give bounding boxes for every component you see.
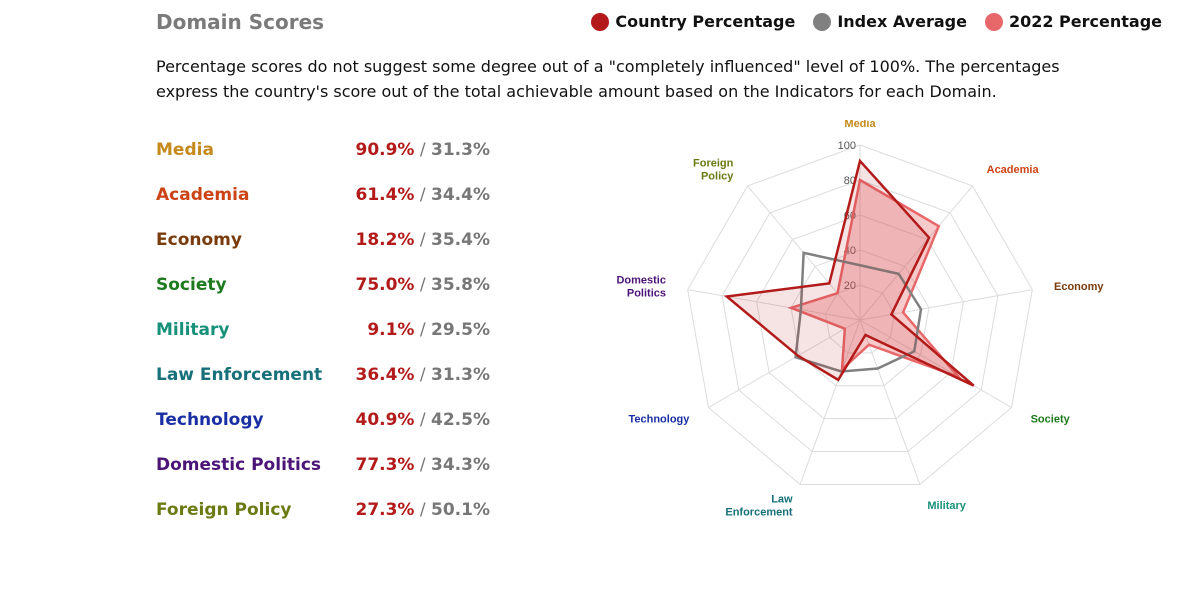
domain-row: Technology 40.9% / 42.5% xyxy=(156,406,496,451)
axis-label: Military xyxy=(927,500,966,512)
legend-swatch xyxy=(591,12,610,31)
index-average: 34.3% xyxy=(431,455,490,475)
domain-label: Domestic Politics xyxy=(156,455,322,475)
index-average: 34.4% xyxy=(431,185,490,205)
grid-spoke xyxy=(859,185,973,321)
legend-swatch xyxy=(813,12,832,31)
domain-values: 36.4% / 31.3% xyxy=(355,365,490,385)
domain-values: 9.1% / 29.5% xyxy=(367,320,490,340)
country-percentage: 77.3% xyxy=(355,455,415,475)
value-separator: / xyxy=(414,320,432,340)
domain-label: Society xyxy=(156,275,227,295)
index-average: 42.5% xyxy=(431,410,490,430)
value-separator: / xyxy=(414,410,432,430)
country-percentage: 75.0% xyxy=(355,275,415,295)
series-index-average xyxy=(794,251,923,373)
domain-row: Foreign Policy 27.3% / 50.1% xyxy=(156,496,496,541)
radial-tick-label: 100 xyxy=(838,140,856,152)
domain-row: Economy 18.2% / 35.4% xyxy=(156,226,496,271)
axis-label: Technology xyxy=(628,414,690,426)
legend-item-2022[interactable]: 2022 Percentage xyxy=(984,12,1162,31)
value-separator: / xyxy=(414,185,432,205)
country-percentage: 90.9% xyxy=(355,140,415,160)
legend-swatch xyxy=(984,12,1003,31)
country-percentage: 27.3% xyxy=(355,500,415,520)
value-separator: / xyxy=(414,230,432,250)
domain-values: 75.0% / 35.8% xyxy=(355,275,490,295)
value-separator: / xyxy=(414,275,432,295)
domain-row: Society 75.0% / 35.8% xyxy=(156,271,496,316)
legend-item-index[interactable]: Index Average xyxy=(813,12,967,31)
axis-label: Economy xyxy=(1054,281,1104,293)
legend-label: 2022 Percentage xyxy=(1008,12,1162,31)
domain-score-list: Media 90.9% / 31.3% Academia 61.4% / 34.… xyxy=(156,136,496,541)
index-average: 29.5% xyxy=(431,320,490,340)
country-percentage: 61.4% xyxy=(355,185,415,205)
domain-values: 18.2% / 35.4% xyxy=(355,230,490,250)
value-separator: / xyxy=(414,365,432,385)
grid-ring xyxy=(687,144,1033,485)
domain-label: Law Enforcement xyxy=(156,365,323,385)
axis-label: Law xyxy=(771,494,793,506)
page-title: Domain Scores xyxy=(156,10,325,34)
country-percentage: 18.2% xyxy=(355,230,415,250)
legend-label: Index Average xyxy=(837,12,967,31)
axis-label: Domestic xyxy=(616,274,666,286)
domain-values: 90.9% / 31.3% xyxy=(355,140,490,160)
radar-chart: 20406080100MediaAcademiaEconomySocietyMi… xyxy=(616,120,1104,519)
axis-label: Society xyxy=(1031,414,1071,426)
grid-spoke xyxy=(708,319,861,408)
grid-spoke xyxy=(859,319,1012,408)
legend-label: Country Percentage xyxy=(615,12,796,31)
explanation-note: Percentage scores do not suggest some de… xyxy=(156,57,1060,101)
series-2022-percentage xyxy=(787,178,963,380)
country-percentage: 36.4% xyxy=(355,365,415,385)
value-separator: / xyxy=(414,455,432,475)
grid-ring xyxy=(721,179,999,453)
index-average: 50.1% xyxy=(431,500,490,520)
domain-row: Academia 61.4% / 34.4% xyxy=(156,181,496,226)
domain-label: Foreign Policy xyxy=(156,500,292,520)
grid-spoke xyxy=(687,289,861,321)
domain-label: Academia xyxy=(156,185,250,205)
domain-values: 77.3% / 34.3% xyxy=(355,455,490,475)
domain-row: Military 9.1% / 29.5% xyxy=(156,316,496,361)
legend-item-country[interactable]: Country Percentage xyxy=(591,12,795,31)
index-average: 31.3% xyxy=(431,140,490,160)
domain-label: Military xyxy=(156,320,230,340)
domain-label: Economy xyxy=(156,230,242,250)
grid-ring xyxy=(756,214,964,420)
country-percentage: 40.9% xyxy=(355,410,415,430)
domain-row: Media 90.9% / 31.3% xyxy=(156,136,496,181)
axis-label: Foreign xyxy=(693,158,734,170)
grid-spoke xyxy=(859,319,921,485)
country-percentage: 9.1% xyxy=(367,320,415,340)
axis-label: Academia xyxy=(987,164,1040,176)
value-separator: / xyxy=(414,500,432,520)
domain-label: Media xyxy=(156,140,214,160)
series-country-percentage xyxy=(723,158,975,387)
axis-label: Policy xyxy=(701,171,734,183)
domain-values: 27.3% / 50.1% xyxy=(355,500,490,520)
radial-tick-label: 20 xyxy=(844,280,856,292)
chart-legend: Country Percentage Index Average 2022 Pe… xyxy=(591,12,1162,31)
domain-row: Domestic Politics 77.3% / 34.3% xyxy=(156,451,496,496)
value-separator: / xyxy=(414,140,432,160)
domain-label: Technology xyxy=(156,410,264,430)
index-average: 35.8% xyxy=(431,275,490,295)
domain-values: 61.4% / 34.4% xyxy=(355,185,490,205)
grid-spoke xyxy=(799,319,861,485)
axis-label: Media xyxy=(844,120,876,130)
axis-label: Politics xyxy=(627,287,666,299)
index-average: 31.3% xyxy=(431,365,490,385)
grid-spoke xyxy=(859,289,1033,321)
domain-values: 40.9% / 42.5% xyxy=(355,410,490,430)
domain-row: Law Enforcement 36.4% / 31.3% xyxy=(156,361,496,406)
axis-label: Enforcement xyxy=(725,507,793,519)
index-average: 35.4% xyxy=(431,230,490,250)
